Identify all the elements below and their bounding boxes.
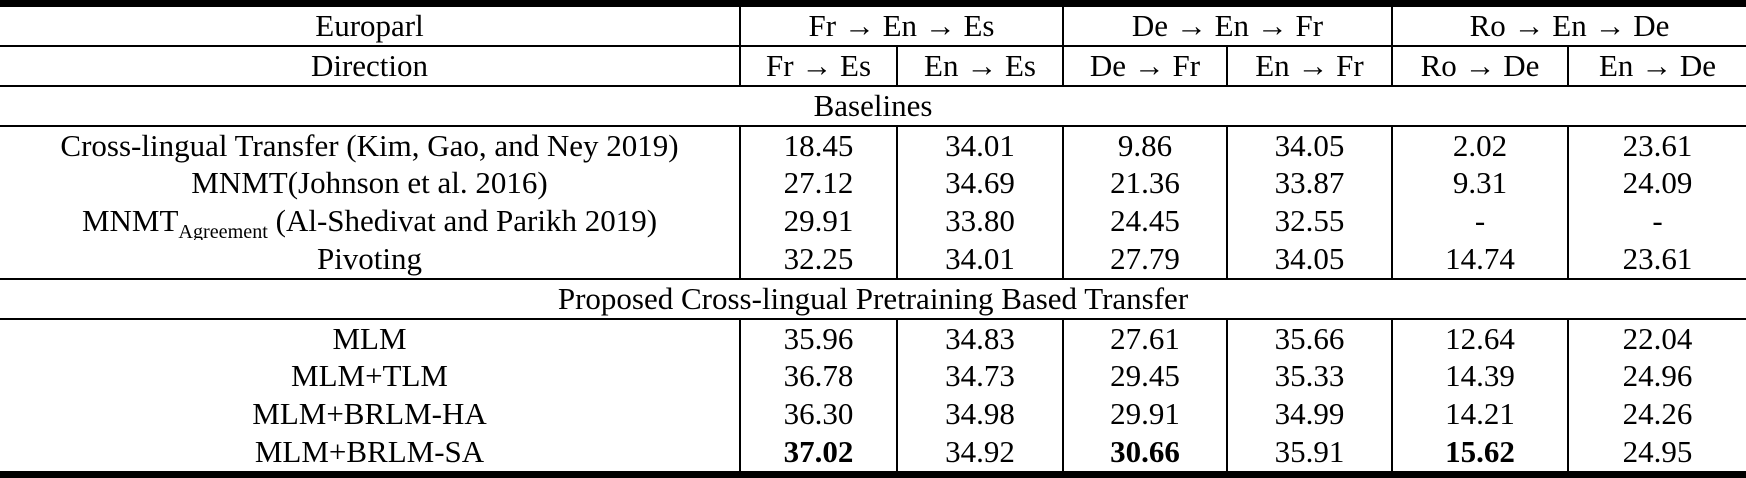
method-label: MLM+TLM [291, 358, 448, 394]
direction-en-es: En → Es [896, 45, 1063, 87]
score-cell: 34.05 [1226, 125, 1392, 165]
score-cell: 21.36 [1062, 164, 1227, 203]
group-header-row: Europarl Fr → En → Es De → En → Fr Ro → … [0, 3, 1746, 47]
score-cell: 18.45 [739, 125, 897, 165]
score-cell-best: 37.02 [739, 433, 897, 475]
method-label: MLM [332, 320, 407, 356]
table-row: MLM+BRLM-HA 36.30 34.98 29.91 34.99 14.2… [0, 395, 1746, 433]
section-row-baselines: Baselines [0, 84, 1746, 127]
section-title-baselines: Baselines [0, 84, 1746, 127]
method-label-main: MNMT [81, 203, 179, 239]
section-row-proposed: Proposed Cross-lingual Pretraining Based… [0, 277, 1746, 320]
score-cell: 23.61 [1566, 125, 1746, 165]
section-title-proposed: Proposed Cross-lingual Pretraining Based… [0, 277, 1746, 320]
score-cell: 33.87 [1226, 164, 1392, 203]
score-cell: 34.92 [896, 433, 1063, 475]
direction-en-de: En → De [1566, 45, 1746, 87]
score-cell: 34.83 [896, 318, 1063, 358]
score-cell: 14.39 [1391, 357, 1568, 396]
score-cell: 34.01 [896, 240, 1063, 279]
score-cell: 35.96 [739, 318, 897, 358]
score-cell: 14.74 [1391, 240, 1568, 279]
score-cell-best: 15.62 [1391, 433, 1568, 475]
score-cell: 33.80 [896, 202, 1063, 241]
score-cell: - [1391, 202, 1568, 241]
method-label: Pivoting [316, 240, 423, 276]
score-cell: 34.73 [896, 357, 1063, 396]
group-header-fr-en-es: Fr → En → Es [739, 3, 1063, 47]
direction-header-row: Direction Fr → Es En → Es De → Fr En → F… [0, 45, 1746, 87]
table-row: MNMTAgreement (Al-Shedivat and Parikh 20… [0, 202, 1746, 241]
score-cell: - [1566, 202, 1746, 241]
score-cell: 34.99 [1226, 395, 1392, 433]
method-label-rest: (Al-Shedivat and Parikh 2019) [267, 203, 658, 239]
score-cell: 23.61 [1566, 240, 1746, 279]
table-row: MLM 35.96 34.83 27.61 35.66 12.64 22.04 [0, 318, 1746, 358]
score-cell: 34.05 [1226, 240, 1392, 279]
score-cell: 29.45 [1062, 357, 1227, 396]
group-header-de-en-fr: De → En → Fr [1062, 3, 1392, 47]
score-cell: 35.33 [1226, 357, 1392, 396]
score-cell: 14.21 [1391, 395, 1568, 433]
score-cell: 35.91 [1226, 433, 1392, 475]
score-cell: 9.86 [1062, 125, 1227, 165]
score-cell: 29.91 [739, 202, 897, 241]
score-cell: 24.95 [1566, 433, 1746, 475]
score-cell: 32.55 [1226, 202, 1392, 241]
score-cell: 24.45 [1062, 202, 1227, 241]
method-label: MNMT(Johnson et al. 2016) [191, 165, 548, 201]
score-cell: 2.02 [1391, 125, 1568, 165]
method-label-subscript: Agreement [178, 221, 268, 241]
score-cell: 34.98 [896, 395, 1063, 433]
direction-de-fr: De → Fr [1062, 45, 1227, 87]
score-cell: 34.01 [896, 125, 1063, 165]
score-cell-best: 30.66 [1062, 433, 1227, 475]
dataset-label: Europarl [0, 3, 740, 47]
direction-en-fr: En → Fr [1226, 45, 1392, 87]
group-header-ro-en-de: Ro → En → De [1390, 3, 1746, 47]
score-cell: 24.09 [1566, 164, 1746, 203]
method-label: MNMTAgreement (Al-Shedivat and Parikh 20… [0, 202, 740, 240]
direction-label: Direction [0, 45, 740, 87]
table-row: MLM+TLM 36.78 34.73 29.45 35.33 14.39 24… [0, 357, 1746, 396]
direction-ro-de: Ro → De [1391, 45, 1568, 87]
score-cell: 22.04 [1566, 318, 1746, 358]
score-cell: 27.61 [1062, 318, 1227, 358]
score-cell: 36.30 [739, 395, 897, 433]
direction-fr-es: Fr → Es [739, 45, 897, 87]
score-cell: 29.91 [1062, 395, 1227, 433]
table-row: MLM+BRLM-SA 37.02 34.92 30.66 35.91 15.6… [0, 433, 1746, 475]
method-label: MLM+BRLM-SA [254, 434, 485, 469]
score-cell: 24.26 [1566, 395, 1746, 433]
method-label: MLM+BRLM-HA [252, 396, 487, 432]
score-cell: 32.25 [739, 240, 897, 279]
table-row: MNMT(Johnson et al. 2016) 27.12 34.69 21… [0, 164, 1746, 203]
score-cell: 35.66 [1226, 318, 1392, 358]
score-cell: 27.79 [1062, 240, 1227, 279]
score-cell: 36.78 [739, 357, 897, 396]
method-label: Cross-lingual Transfer (Kim, Gao, and Ne… [60, 127, 679, 163]
score-cell: 24.96 [1566, 357, 1746, 396]
table-row: Pivoting 32.25 34.01 27.79 34.05 14.74 2… [0, 240, 1746, 279]
table-row: Cross-lingual Transfer (Kim, Gao, and Ne… [0, 125, 1746, 165]
score-cell: 9.31 [1391, 164, 1568, 203]
score-cell: 27.12 [739, 164, 897, 203]
score-cell: 34.69 [896, 164, 1063, 203]
score-cell: 12.64 [1391, 318, 1568, 358]
